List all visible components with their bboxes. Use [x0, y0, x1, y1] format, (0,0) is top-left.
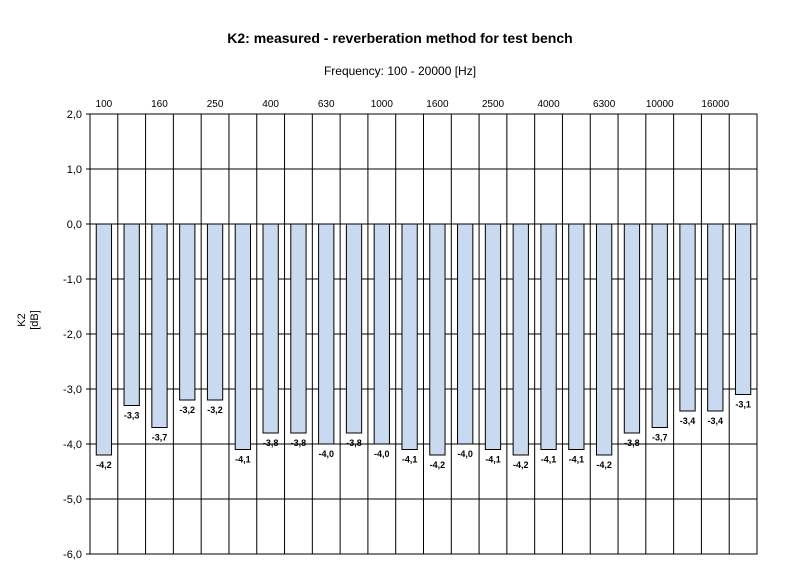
bar: [484, 223, 502, 450]
data-label: -3,8: [624, 438, 640, 448]
bar: [596, 223, 613, 456]
bar: [262, 223, 279, 434]
x-category-label: 1600: [426, 99, 449, 110]
data-label: -4,0: [374, 449, 390, 459]
x-category-label: 2500: [482, 99, 505, 110]
y-tick-label: -2,0: [63, 329, 82, 341]
data-label: -3,8: [291, 438, 307, 448]
x-category-label: 4000: [537, 99, 560, 110]
y-tick-label: 0,0: [67, 219, 82, 231]
x-category-label: 16000: [701, 99, 729, 110]
bar: [95, 223, 113, 456]
bar: [707, 223, 724, 412]
data-label: -4,1: [485, 455, 501, 465]
data-label: -4,2: [513, 460, 529, 470]
data-label: -4,2: [596, 460, 612, 470]
chart-subtitle: Frequency: 100 - 20000 [Hz]: [323, 64, 477, 78]
bar: [290, 223, 307, 434]
bar: [679, 223, 696, 412]
data-label: -3,8: [263, 438, 279, 448]
data-label: -3,3: [124, 411, 140, 421]
data-label: -4,1: [235, 455, 251, 465]
y-tick-label: 2,0: [67, 109, 82, 121]
x-category-label: 250: [207, 99, 224, 110]
data-label: -4,1: [541, 455, 557, 465]
bar: [123, 223, 140, 406]
bar: [234, 223, 251, 450]
bar: [512, 223, 529, 456]
label-layer: 2,0 1,0 0,0 -1,0 -2,0 -3,0 -4,0 -5,0 -6,0 -4,2 -3,…: [63, 99, 751, 561]
bar: [651, 223, 668, 428]
data-label: -3,2: [180, 405, 196, 415]
bar: [151, 223, 168, 428]
data-label: -4,2: [430, 460, 446, 470]
data-label: -4,0: [318, 449, 334, 459]
bar: [206, 223, 224, 401]
bar: [401, 223, 418, 450]
data-label: -3,8: [346, 438, 362, 448]
x-category-label: 160: [151, 99, 168, 110]
bar: [734, 223, 752, 395]
data-label: -3,7: [652, 433, 668, 443]
data-label: -3,1: [735, 400, 751, 410]
chart-title: K2: measured - reverberation method for …: [227, 30, 573, 46]
bar: [623, 223, 641, 434]
data-label: -3,4: [708, 416, 724, 426]
bar: [345, 223, 363, 434]
y-tick-label: -1,0: [63, 274, 82, 286]
data-label: -4,2: [96, 460, 112, 470]
data-label: -3,2: [207, 405, 223, 415]
x-category-label: 10000: [646, 99, 674, 110]
y-tick-label: -3,0: [63, 384, 82, 396]
y-tick-label: 1,0: [67, 164, 82, 176]
bar: [540, 223, 557, 450]
data-label: -4,1: [569, 455, 585, 465]
bar: [318, 223, 335, 445]
bar: [568, 223, 585, 450]
data-label: -3,7: [152, 433, 168, 443]
x-category-label: 630: [318, 99, 335, 110]
x-category-label: 6300: [593, 99, 616, 110]
bar: [373, 223, 390, 445]
y-tick-label: -6,0: [63, 549, 82, 561]
bar: [429, 223, 446, 456]
bar-layer: [95, 223, 752, 456]
y-tick-label: -4,0: [63, 439, 82, 451]
x-category-label: 1000: [371, 99, 394, 110]
bar: [457, 223, 474, 445]
data-label: -3,4: [680, 416, 696, 426]
x-category-label: 100: [96, 99, 113, 110]
x-category-label: 400: [262, 99, 279, 110]
y-tick-label: -5,0: [63, 494, 82, 506]
data-label: -4,1: [402, 455, 418, 465]
bar: [179, 223, 196, 401]
data-label: -4,0: [457, 449, 473, 459]
grid-layer: [86, 113, 758, 555]
